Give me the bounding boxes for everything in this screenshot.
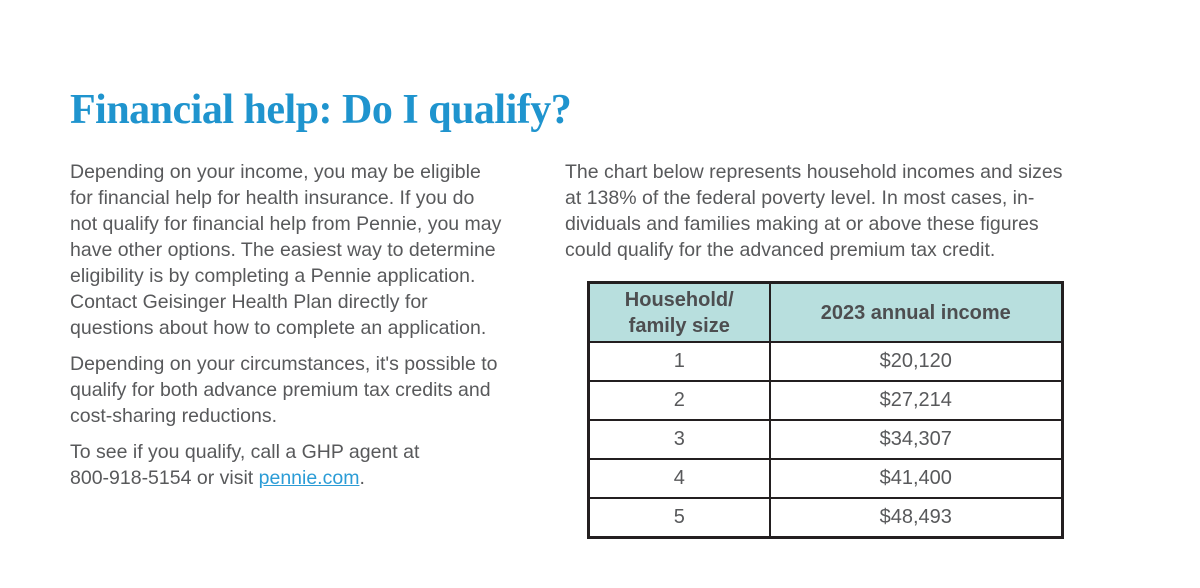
- income-table-header: Household/ family size 2023 annual incom…: [587, 281, 1064, 343]
- table-row: 2 $27,214: [587, 380, 1064, 421]
- household-size-header: Household/ family size: [587, 281, 771, 343]
- household-size-cell: 1: [587, 341, 771, 382]
- table-row: 1 $20,120: [587, 341, 1064, 382]
- household-size-cell: 2: [587, 380, 771, 421]
- credits-paragraph: Depending on your circumstances, it's po…: [70, 353, 498, 427]
- left-text-column: Depending on your income, you may be eli…: [70, 159, 552, 501]
- annual-income-cell: $34,307: [768, 419, 1064, 460]
- household-size-cell: 4: [587, 458, 771, 499]
- table-body: 1 $20,120 2 $27,214 3 $34,307 4 $41,400 5 $48,493: [587, 341, 1064, 539]
- household-size-cell: 5: [587, 497, 771, 539]
- annual-income-cell: $48,493: [768, 497, 1064, 539]
- contact-text-end: .: [359, 467, 365, 489]
- table-row: 5 $48,493: [587, 497, 1064, 539]
- table-row: 3 $34,307: [587, 419, 1064, 460]
- page-title: Financial help: Do I qualify?: [70, 87, 572, 134]
- annual-income-cell: $41,400: [768, 458, 1064, 499]
- chart-intro-paragraph: The chart below represents household inc…: [565, 161, 1063, 261]
- household-size-cell: 3: [587, 419, 771, 460]
- contact-paragraph: To see if you qualify, call a GHP agent …: [70, 439, 552, 491]
- income-table: Household/ family size 2023 annual incom…: [587, 281, 1064, 539]
- annual-income-cell: $27,214: [768, 380, 1064, 421]
- annual-income-header: 2023 annual income: [768, 281, 1064, 343]
- table-row: 4 $41,400: [587, 458, 1064, 499]
- header-row: Household/ family size 2023 annual incom…: [587, 281, 1064, 343]
- intro-paragraph: Depending on your income, you may be eli…: [70, 161, 502, 339]
- right-text-column: The chart below represents household inc…: [565, 159, 1090, 273]
- contact-text: To see if you qualify, call a GHP agent …: [70, 441, 420, 489]
- annual-income-cell: $20,120: [768, 341, 1064, 382]
- pennie-link[interactable]: pennie.com: [258, 467, 360, 489]
